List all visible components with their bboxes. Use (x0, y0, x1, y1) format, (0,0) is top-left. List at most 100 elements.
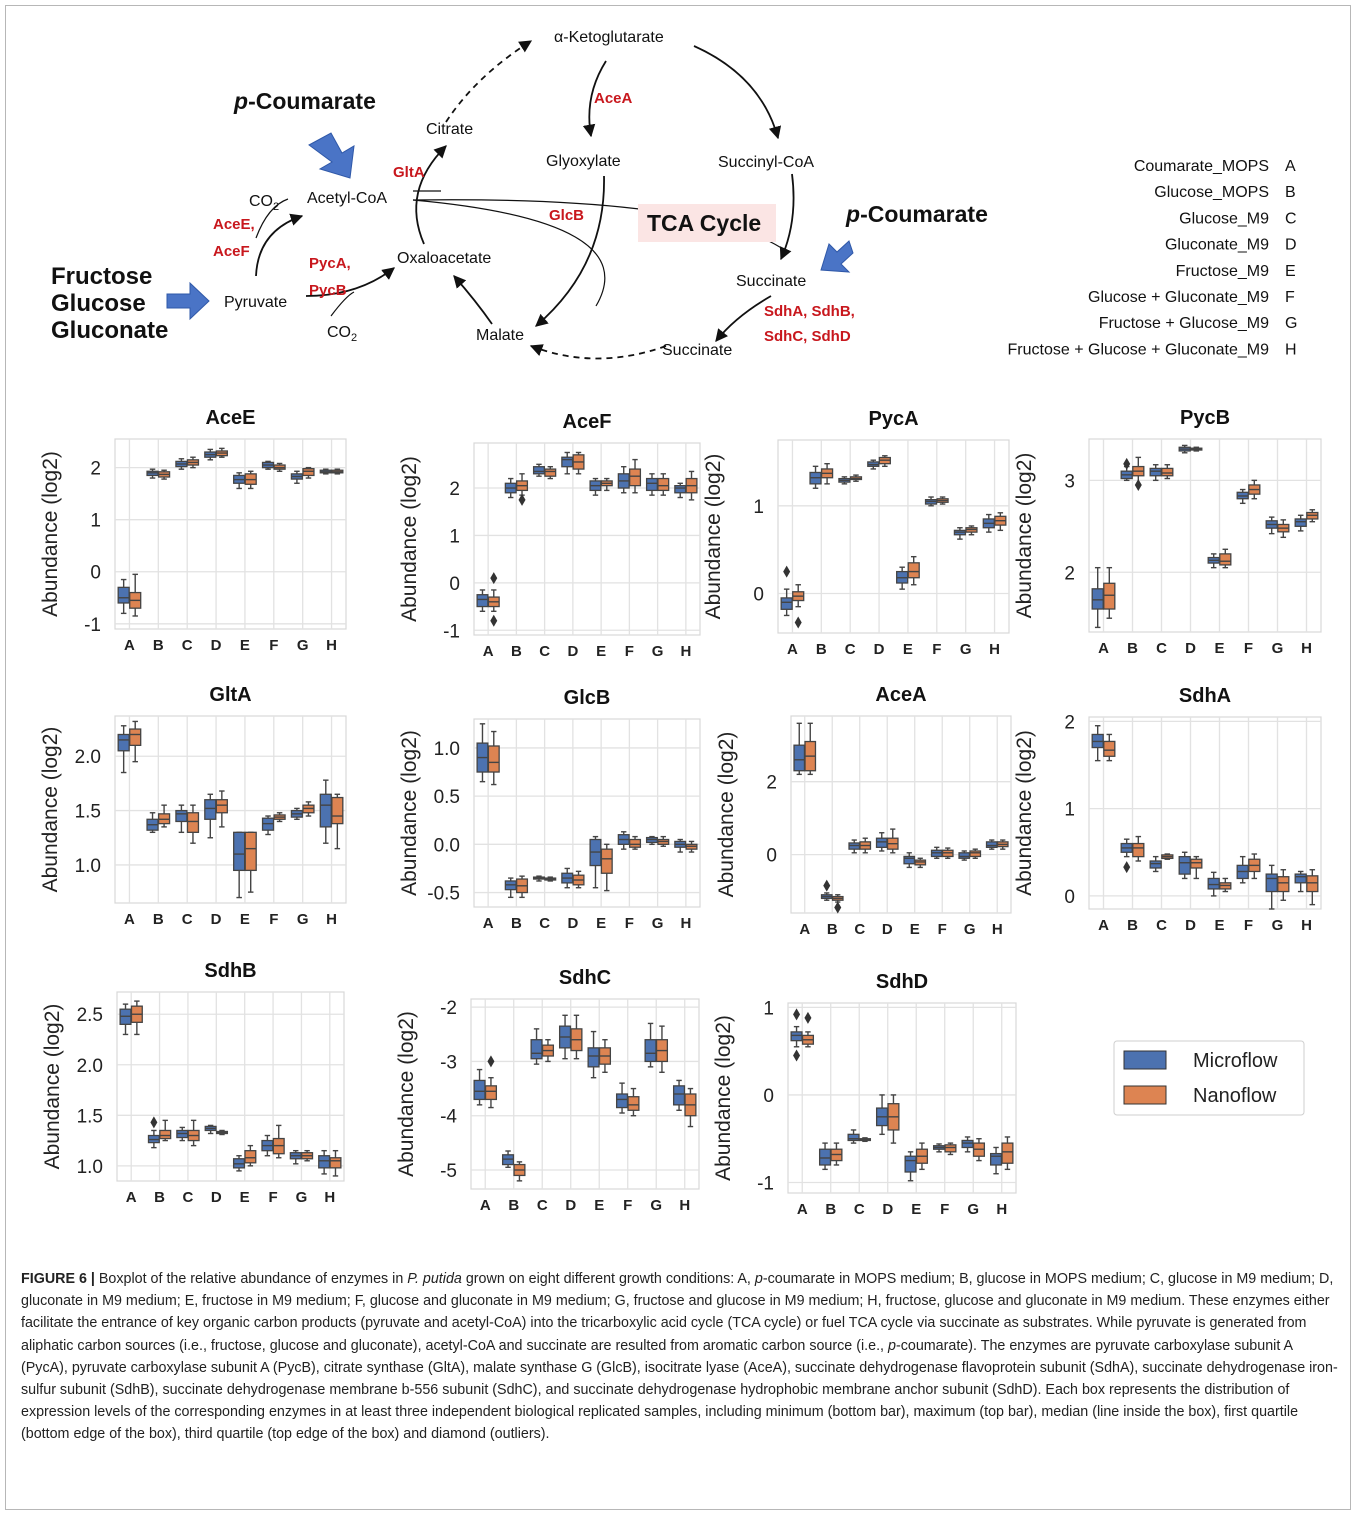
acetylcoa-line-3 (412, 199, 606, 307)
succinylcoa-to-succinate-arrow (779, 173, 795, 261)
panel-title: SdhC (559, 967, 611, 989)
x-tick-label: G (960, 641, 972, 658)
box-microflow (961, 1139, 974, 1149)
box-microflow (587, 1047, 600, 1068)
x-tick-label: B (508, 1197, 519, 1214)
coumarate-label-right: p-Coumarate (845, 201, 988, 227)
metabolite-pyruvate: Pyruvate (224, 294, 287, 311)
enzyme-pyca: PycA, (309, 255, 351, 272)
caption-run: p (754, 1271, 763, 1287)
x-tick-label: H (680, 643, 691, 660)
outlier-diamond (793, 1008, 801, 1021)
outlier-diamond (518, 493, 526, 506)
x-tick-label: H (992, 921, 1003, 938)
plot-frame (116, 991, 345, 1182)
box-microflow (1149, 860, 1162, 869)
caption-run: Boxplot of the relative abundance of enz… (94, 1271, 408, 1287)
box-microflow (818, 1148, 832, 1166)
box-microflow (1178, 855, 1191, 875)
box-microflow (318, 1155, 331, 1169)
y-axis-label: Abundance (log2) (395, 1011, 418, 1177)
box-microflow (674, 485, 687, 494)
caption-run: -coumarate in MOPS medium; B, glucose in… (21, 1271, 1334, 1354)
x-tick-label: B (827, 921, 838, 938)
enzyme-sdh-1: SdhA, SdhB, (764, 303, 855, 320)
condition-name: Gluconate_M9 (1165, 237, 1269, 254)
outlier-diamond (793, 1049, 801, 1062)
outlier-diamond (487, 1055, 495, 1068)
x-tick-label: G (1272, 917, 1284, 934)
malate-to-oxaloacetate-arrow (453, 275, 493, 325)
enzyme-glcb: GlcB (549, 207, 584, 224)
metabolite-succinyl-coa: Succinyl-CoA (718, 154, 814, 171)
panel-sdha: 0 1 2 A B C D E F G H SdhA Abundance (log2) (1013, 685, 1322, 934)
x-tick-label: A (799, 921, 810, 938)
panel-glta: 1.0 1.5 2.0 A B C D E F G H GltA Abundance (log2) (39, 684, 347, 928)
y-tick-label: 1.0 (75, 856, 101, 877)
x-tick-label: F (938, 921, 947, 938)
y-tick-label: 0 (1064, 887, 1075, 908)
x-tick-label: C (183, 1189, 194, 1206)
x-tick-label: E (596, 643, 606, 660)
x-tick-label: E (910, 921, 920, 938)
x-tick-label: C (182, 637, 193, 654)
sugar-arrow (166, 281, 210, 321)
box-nanoflow (969, 850, 982, 858)
condition-name: Fructose_M9 (1176, 263, 1269, 280)
x-tick-label: B (1127, 640, 1138, 657)
panel-sdhc: -5 -4 -3 -2 A B C D E F G H SdhC Abundance (log2) (395, 967, 700, 1214)
enzyme-glta: GltA (393, 164, 425, 181)
y-tick-label: -4 (440, 1107, 457, 1128)
metabolite-akg: α-Ketoglutarate (554, 29, 664, 46)
co2-uptake-line (330, 291, 355, 317)
panel-title: AceA (875, 684, 926, 706)
box-nanoflow (600, 848, 613, 874)
condition-code: F (1285, 289, 1295, 306)
box-microflow (1265, 873, 1278, 893)
y-tick-label: 2 (1064, 712, 1075, 733)
x-tick-label: E (240, 911, 250, 928)
plot-frame (473, 718, 701, 908)
y-axis-label: Abundance (log2) (398, 730, 421, 896)
x-tick-label: F (623, 1197, 632, 1214)
box-nanoflow (1103, 582, 1116, 610)
y-tick-label: 1 (90, 511, 101, 532)
x-tick-label: C (1156, 917, 1167, 934)
box-microflow (233, 831, 246, 872)
x-tick-label: A (126, 1189, 137, 1206)
citrate-to-akg-arrow (445, 40, 533, 123)
box-nanoflow (629, 468, 642, 487)
box-microflow (875, 837, 888, 848)
glyoxylate-to-malate-arrow (535, 175, 605, 327)
y-tick-label: 2 (766, 773, 777, 794)
x-tick-label: E (240, 637, 250, 654)
y-tick-label: 2.0 (77, 1056, 103, 1077)
box-microflow (175, 809, 188, 823)
x-tick-label: C (182, 911, 193, 928)
outlier-diamond (490, 614, 498, 627)
y-axis-label: Abundance (log2) (39, 727, 62, 893)
box-microflow (958, 852, 971, 859)
y-axis-label: Abundance (log2) (1013, 730, 1036, 896)
caption-body: Boxplot of the relative abundance of enz… (21, 1271, 1338, 1442)
pyruvate-to-oxaloacetate-arrow (305, 267, 395, 297)
box-microflow (1294, 518, 1307, 527)
caption-run: P. putida (407, 1271, 462, 1287)
metabolite-succinate-1: Succinate (736, 273, 806, 290)
condition-code: E (1285, 263, 1296, 280)
x-tick-label: A (124, 911, 135, 928)
x-tick-label: C (537, 1197, 548, 1214)
metabolite-succinate-2: Succinate (662, 342, 732, 359)
box-nanoflow (1103, 740, 1116, 757)
box-microflow (204, 799, 217, 820)
legend-swatch-microflow (1123, 1050, 1167, 1070)
box-nanoflow (544, 468, 557, 477)
box-microflow (473, 1079, 486, 1101)
box-microflow (989, 1152, 1003, 1166)
box-microflow (790, 1031, 803, 1042)
y-tick-label: 2.5 (77, 1005, 103, 1026)
metabolite-glyoxylate: Glyoxylate (546, 153, 621, 170)
x-tick-label: G (652, 643, 664, 660)
x-tick-label: C (854, 1201, 865, 1218)
